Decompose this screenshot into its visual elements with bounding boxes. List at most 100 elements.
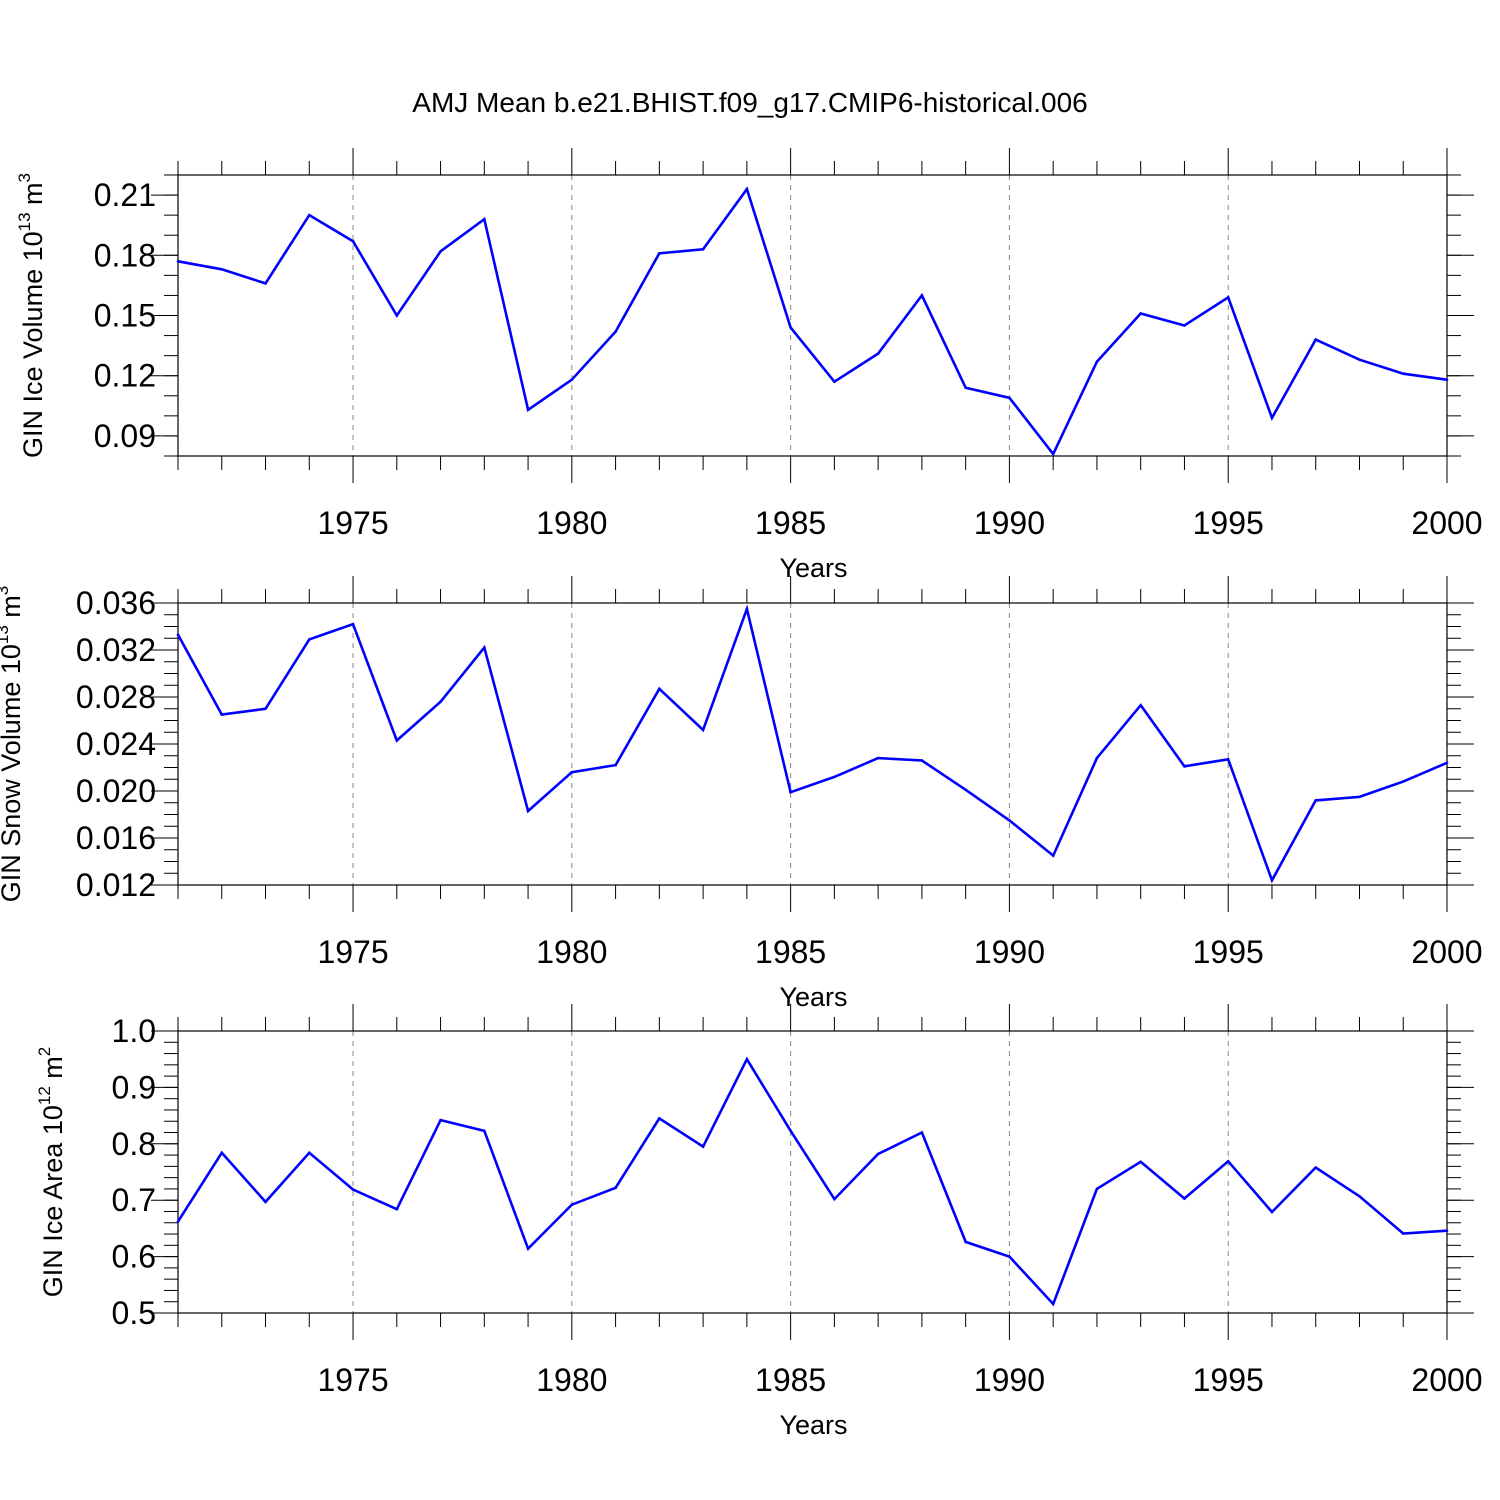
data-point	[483, 217, 486, 221]
y-tick-label: 0.5	[112, 1295, 156, 1331]
x-tick-label: 2000	[1411, 1362, 1482, 1398]
x-axis-title: Years	[779, 553, 847, 583]
x-tick-label: 1980	[536, 1362, 607, 1398]
data-point	[483, 646, 486, 649]
data-point	[1358, 1194, 1361, 1198]
data-point	[658, 1117, 661, 1120]
x-tick-label: 1975	[317, 1362, 388, 1398]
data-point	[1401, 1232, 1405, 1235]
data-point	[1401, 372, 1405, 376]
data-point	[876, 1152, 880, 1156]
data-point	[1051, 854, 1055, 857]
data-point	[1095, 1187, 1099, 1191]
data-point	[1445, 761, 1449, 765]
data-point	[964, 1240, 967, 1244]
data-point	[876, 352, 880, 355]
data-point	[1139, 703, 1142, 707]
data-point	[789, 1129, 792, 1133]
data-point	[614, 763, 617, 767]
x-tick-label: 1990	[974, 934, 1045, 970]
y-tick-label: 0.7	[112, 1182, 156, 1218]
data-point	[833, 775, 836, 779]
data-point	[307, 213, 311, 217]
data-point	[439, 1118, 442, 1122]
panels: 1975 1980 1985 1990 1995 2000 0.09 0.12 0.15 0.18…	[0, 148, 1483, 1440]
data-point	[395, 739, 399, 742]
data-point	[1445, 378, 1449, 382]
data-point	[1226, 1159, 1230, 1163]
data-point	[176, 633, 180, 637]
data-point	[220, 713, 224, 716]
data-point	[614, 330, 617, 333]
plot-frame	[177, 602, 1448, 886]
data-point	[1270, 1210, 1274, 1214]
data-point	[307, 1151, 311, 1155]
data-point	[701, 247, 705, 251]
y-tick-label: 0.9	[112, 1069, 156, 1105]
y-tick-label: 1.0	[112, 1013, 156, 1049]
data-point	[176, 260, 180, 263]
data-point	[701, 1145, 705, 1148]
data-point	[876, 756, 880, 760]
y-tick-label: 0.6	[112, 1239, 156, 1275]
data-point	[745, 1057, 749, 1061]
data-point	[1183, 1197, 1186, 1200]
data-point	[789, 326, 792, 329]
y-tick-label: 0.028	[76, 679, 156, 715]
data-point	[1051, 452, 1055, 456]
data-point	[1183, 324, 1186, 327]
series-line	[176, 604, 1448, 884]
x-tick-label: 1975	[317, 934, 388, 970]
series-line	[177, 186, 1448, 457]
x-tick-label: 2000	[1411, 934, 1482, 970]
data-point	[526, 809, 530, 813]
y-tick-label: 0.036	[76, 585, 156, 621]
data-point	[1008, 819, 1011, 822]
data-point	[176, 1220, 180, 1223]
data-point	[1358, 358, 1361, 361]
y-axis-title: GIN Ice Area 1012 m2	[35, 1047, 68, 1298]
data-point	[264, 282, 267, 285]
y-tick-label: 0.8	[112, 1126, 156, 1162]
x-tick-label: 2000	[1411, 505, 1482, 541]
data-point	[1401, 780, 1405, 783]
data-point	[351, 622, 355, 626]
data-point	[1051, 1302, 1055, 1306]
data-point	[964, 788, 967, 792]
data-point	[264, 1200, 267, 1204]
data-point	[833, 380, 836, 384]
data-point	[264, 707, 267, 711]
data-point	[526, 1247, 530, 1251]
data-point	[1314, 1166, 1318, 1169]
data-point	[220, 268, 224, 271]
data-point	[920, 759, 924, 762]
data-point	[614, 1186, 617, 1190]
data-point	[351, 1188, 355, 1191]
y-tick-label: 0.12	[94, 358, 156, 394]
data-point	[1358, 795, 1361, 799]
data-point	[1314, 799, 1318, 802]
data-point	[439, 249, 442, 253]
data-point	[220, 1151, 224, 1155]
data-point	[570, 770, 574, 774]
x-tick-label: 1995	[1193, 1362, 1264, 1398]
x-tick-label: 1995	[1193, 934, 1264, 970]
x-axis-title: Years	[779, 1410, 847, 1440]
data-point	[395, 314, 399, 317]
series-line	[176, 1056, 1448, 1307]
data-point	[964, 386, 967, 390]
plot-frame	[177, 174, 1448, 457]
y-axis-title: GIN Snow Volume 1013 m3	[0, 586, 26, 903]
data-point	[351, 239, 355, 243]
data-point	[1139, 1160, 1142, 1164]
y-tick-label: 0.032	[76, 632, 156, 668]
y-tick-label: 0.18	[94, 237, 156, 273]
chart-title: AMJ Mean b.e21.BHIST.f09_g17.CMIP6-histo…	[412, 87, 1087, 118]
plot-frame	[177, 1030, 1448, 1314]
data-point	[701, 728, 705, 732]
panel-1: 1975 1980 1985 1990 1995 2000 0.09 0.12 0.15 0.18…	[15, 148, 1483, 583]
data-point	[745, 607, 749, 611]
data-point	[1008, 1255, 1011, 1258]
panel-2: 1975 1980 1985 1990 1995 2000 0.012 0.016 0.020 0…	[0, 576, 1483, 1012]
